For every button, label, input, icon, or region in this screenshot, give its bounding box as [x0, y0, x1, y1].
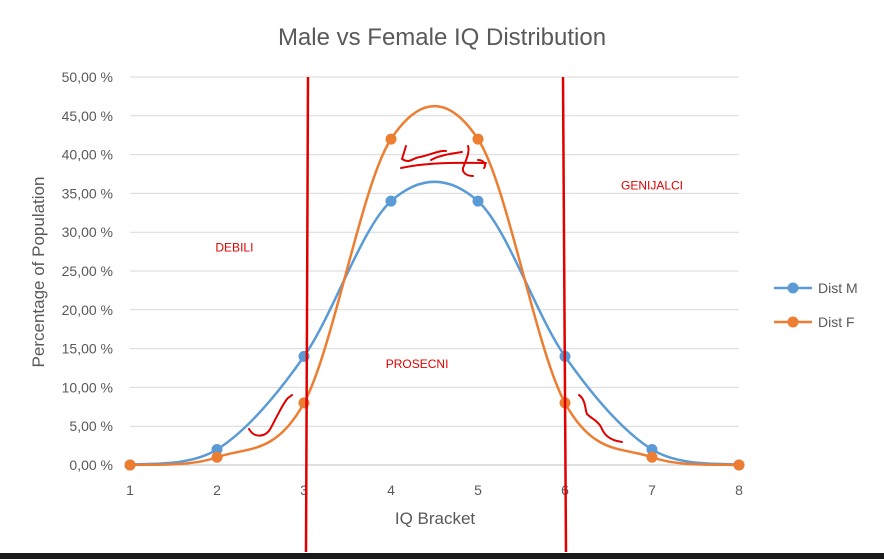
- y-tick-label: 0,00 %: [69, 457, 113, 473]
- annotations: DEBILI PROSECNI GENIJALCI: [215, 179, 683, 371]
- y-tick-label: 40,00 %: [62, 147, 113, 163]
- annotation-label: PROSECNI: [386, 357, 449, 371]
- data-point: [733, 459, 745, 471]
- annotation-label: DEBILI: [215, 241, 253, 255]
- data-point: [646, 443, 658, 455]
- vertical-markers: [304, 76, 568, 553]
- x-tick-label: 1: [126, 482, 134, 498]
- y-axis-tick-labels: 0,00 % 5,00 % 10,00 % 15,00 % 20,00 % 25,00 %…: [62, 69, 113, 473]
- data-point: [124, 459, 136, 471]
- annotation-label: GENIJALCI: [621, 179, 683, 193]
- window-bottom-bar: [0, 553, 884, 559]
- data-point: [385, 133, 397, 145]
- series-dist-f: [124, 104, 745, 471]
- y-tick-label: 20,00 %: [62, 302, 113, 318]
- scribble-right: [578, 394, 623, 443]
- x-tick-label: 4: [387, 482, 395, 498]
- series-line: [129, 180, 740, 467]
- y-axis-label: Percentage of Population: [29, 177, 48, 368]
- y-tick-label: 45,00 %: [62, 108, 113, 124]
- y-tick-label: 25,00 %: [62, 263, 113, 279]
- x-tick-label: 5: [474, 482, 482, 498]
- vertical-marker-line: [304, 76, 310, 553]
- grid-lines: [130, 76, 739, 466]
- data-point: [472, 133, 484, 145]
- y-tick-label: 35,00 %: [62, 185, 113, 201]
- scribble-center: [400, 145, 487, 177]
- data-point: [211, 443, 223, 455]
- x-tick-label: 7: [648, 482, 656, 498]
- scribble-left: [248, 394, 293, 437]
- legend-swatch-marker: [787, 316, 799, 328]
- y-tick-label: 5,00 %: [69, 418, 113, 434]
- legend-label: Dist F: [818, 314, 855, 330]
- legend-swatch-marker: [787, 282, 799, 294]
- legend-label: Dist M: [818, 280, 858, 296]
- y-tick-label: 30,00 %: [62, 224, 113, 240]
- chart-title: Male vs Female IQ Distribution: [278, 24, 606, 51]
- x-tick-label: 3: [300, 482, 308, 498]
- x-axis-label: IQ Bracket: [395, 509, 476, 528]
- data-point: [472, 195, 484, 207]
- data-point: [211, 451, 223, 463]
- y-tick-label: 50,00 %: [62, 69, 113, 85]
- x-tick-label: 2: [213, 482, 221, 498]
- series-line: [129, 104, 740, 467]
- data-point: [646, 451, 658, 463]
- legend: Dist M Dist F: [774, 280, 858, 330]
- vertical-marker-line: [561, 76, 568, 553]
- data-point: [385, 195, 397, 207]
- y-tick-label: 10,00 %: [62, 379, 113, 395]
- handwritten-scribbles: [248, 145, 623, 443]
- y-tick-label: 15,00 %: [62, 341, 113, 357]
- x-tick-label: 8: [735, 482, 743, 498]
